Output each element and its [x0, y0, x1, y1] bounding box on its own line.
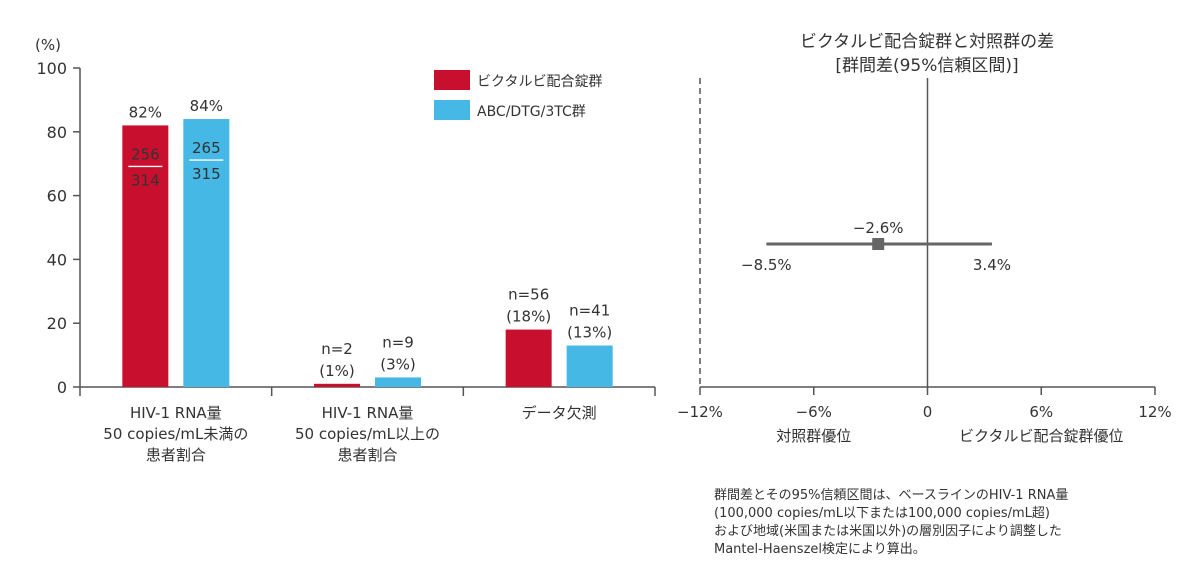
legend-label: ABC/DTG/3TC群	[477, 104, 586, 120]
forest-subtitle: [群間差(95%信頼区間)]	[835, 56, 1018, 76]
data-label: n=2	[321, 340, 353, 358]
bar	[314, 383, 360, 387]
fraction-denominator: 314	[131, 171, 160, 189]
forest-x-tick-label: 12%	[1138, 403, 1171, 421]
fraction-numerator: 265	[192, 139, 221, 157]
x-tick-label: 50 copies/mL以上の	[295, 425, 440, 443]
legend-label: ビクタルビ配合錠群	[477, 74, 602, 90]
data-label: n=9	[382, 333, 414, 351]
x-tick-label: 患者割合	[146, 446, 206, 464]
bar	[122, 125, 169, 388]
footnote-line: (100,000 copies/mL以下または100,000 copies/mL…	[714, 506, 1050, 521]
forest-title: ビクタルビ配合錠群と対照群の差	[800, 32, 1054, 52]
forest-x-tick-label: −6%	[796, 403, 832, 421]
footnote: 群間差とその95%信頼区間は、ベースラインのHIV-1 RNA量 (100,00…	[714, 487, 1184, 559]
data-label: n=41	[569, 302, 610, 320]
footnote-line: および地域(米国または米国以外)の層別因子により調整した	[714, 524, 1062, 539]
data-label: (3%)	[380, 355, 416, 373]
x-tick-label: 患者割合	[337, 446, 397, 464]
legend-swatch	[434, 70, 470, 90]
favors-control-label: 対照群優位	[776, 427, 851, 445]
legend-swatch	[434, 100, 470, 120]
bar	[375, 377, 421, 387]
forest-x-tick-label: −12%	[677, 403, 723, 421]
y-tick-label: 0	[57, 378, 67, 397]
y-tick-label: 40	[47, 250, 67, 269]
fraction-numerator: 256	[131, 145, 160, 163]
data-label: (1%)	[319, 362, 355, 380]
x-tick-label: データ欠測	[522, 404, 597, 422]
data-label: (13%)	[567, 324, 612, 342]
data-label: 82%	[129, 103, 162, 121]
y-tick-label: 80	[47, 123, 67, 142]
fraction-denominator: 315	[192, 165, 221, 183]
y-tick-label: 60	[47, 187, 67, 206]
x-tick-label: 50 copies/mL未満の	[103, 425, 248, 443]
ci-upper-label: 3.4%	[973, 256, 1011, 274]
x-tick-label: HIV-1 RNA量	[322, 404, 414, 422]
data-label: 84%	[190, 97, 223, 115]
y-tick-label: 100	[36, 59, 67, 78]
ci-lower-label: −8.5%	[741, 256, 792, 274]
y-tick-label: 20	[47, 314, 67, 333]
footnote-line: 群間差とその95%信頼区間は、ベースラインのHIV-1 RNA量	[714, 488, 1069, 503]
bar	[566, 345, 613, 387]
y-axis-label: (%)	[35, 36, 61, 54]
point-estimate-marker	[872, 238, 885, 250]
x-tick-label: HIV-1 RNA量	[130, 404, 222, 422]
data-label: n=56	[508, 286, 549, 304]
bar	[505, 329, 552, 387]
forest-x-tick-label: 0	[923, 403, 933, 421]
footnote-line: Mantel-Haenszel検定により算出。	[714, 542, 926, 557]
favors-treatment-label: ビクタルビ配合錠群優位	[959, 427, 1123, 445]
forest-x-tick-label: 6%	[1029, 403, 1053, 421]
point-estimate-label: −2.6%	[853, 219, 904, 237]
bar	[183, 119, 230, 387]
data-label: (18%)	[506, 308, 551, 326]
